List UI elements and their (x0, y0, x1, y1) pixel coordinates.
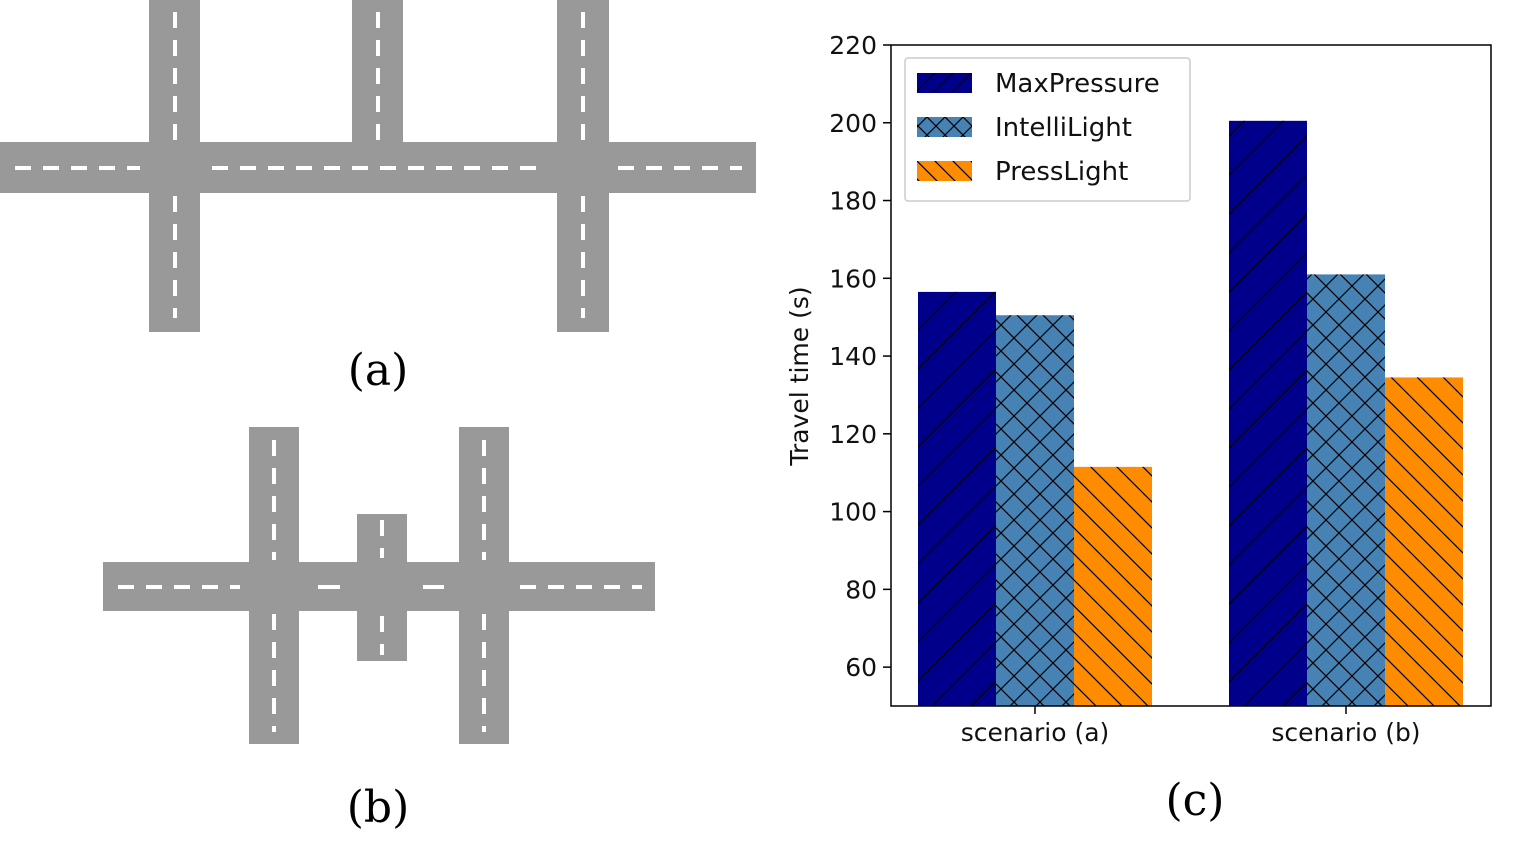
y-tick-label-100: 100 (829, 498, 877, 527)
lane-markings-a (15, 12, 742, 318)
bar-hatch-presslight-scenario-a (1074, 466, 1152, 706)
road-network-a (0, 0, 756, 332)
x-tick-label-scenario-a: scenario (a) (961, 718, 1110, 747)
y-axis: 60 80 100 120 140 160 180 200 220 (829, 31, 891, 682)
y-tick-label-200: 200 (829, 109, 877, 138)
bar-hatch-maxpressure-scenario-b (1229, 120, 1307, 707)
y-tick-label-140: 140 (829, 342, 877, 371)
caption-c: (c) (1166, 775, 1225, 826)
x-axis: scenario (a) scenario (b) (961, 706, 1421, 747)
caption-a: (a) (348, 345, 409, 396)
bar-hatch-intellilight-scenario-b (1307, 274, 1385, 706)
legend-label-presslight: PressLight (995, 157, 1128, 187)
lane-markings-b (118, 440, 642, 732)
legend-frame (904, 57, 1191, 202)
legend-swatch-hatch-presslight (917, 161, 972, 181)
chart-legend: MaxPressure IntelliLight PressLight (904, 57, 1191, 202)
y-tick-label-60: 60 (845, 653, 877, 682)
y-tick-label-160: 160 (829, 264, 877, 293)
bar-hatch-maxpressure-scenario-a (918, 291, 996, 706)
x-tick-label-scenario-b: scenario (b) (1271, 718, 1420, 747)
legend-swatch-hatch-intellilight (917, 117, 972, 137)
y-tick-label-120: 120 (829, 420, 877, 449)
road-vertical-b2 (357, 514, 407, 661)
legend-label-intellilight: IntelliLight (995, 113, 1132, 143)
y-tick-label-180: 180 (829, 187, 877, 216)
road-network-b (103, 427, 655, 744)
plot-frame (890, 44, 1492, 707)
bar-hatch-intellilight-scenario-a (996, 315, 1074, 706)
caption-b: (b) (347, 782, 410, 833)
bars-group (918, 120, 1463, 707)
y-tick-label-220: 220 (829, 31, 877, 60)
legend-swatch-hatch-maxpressure (917, 73, 972, 93)
y-tick-label-80: 80 (845, 575, 877, 604)
y-axis-label: Travel time (s) (785, 286, 814, 466)
legend-label-maxpressure: MaxPressure (995, 69, 1160, 99)
bar-hatch-presslight-scenario-b (1385, 377, 1463, 706)
